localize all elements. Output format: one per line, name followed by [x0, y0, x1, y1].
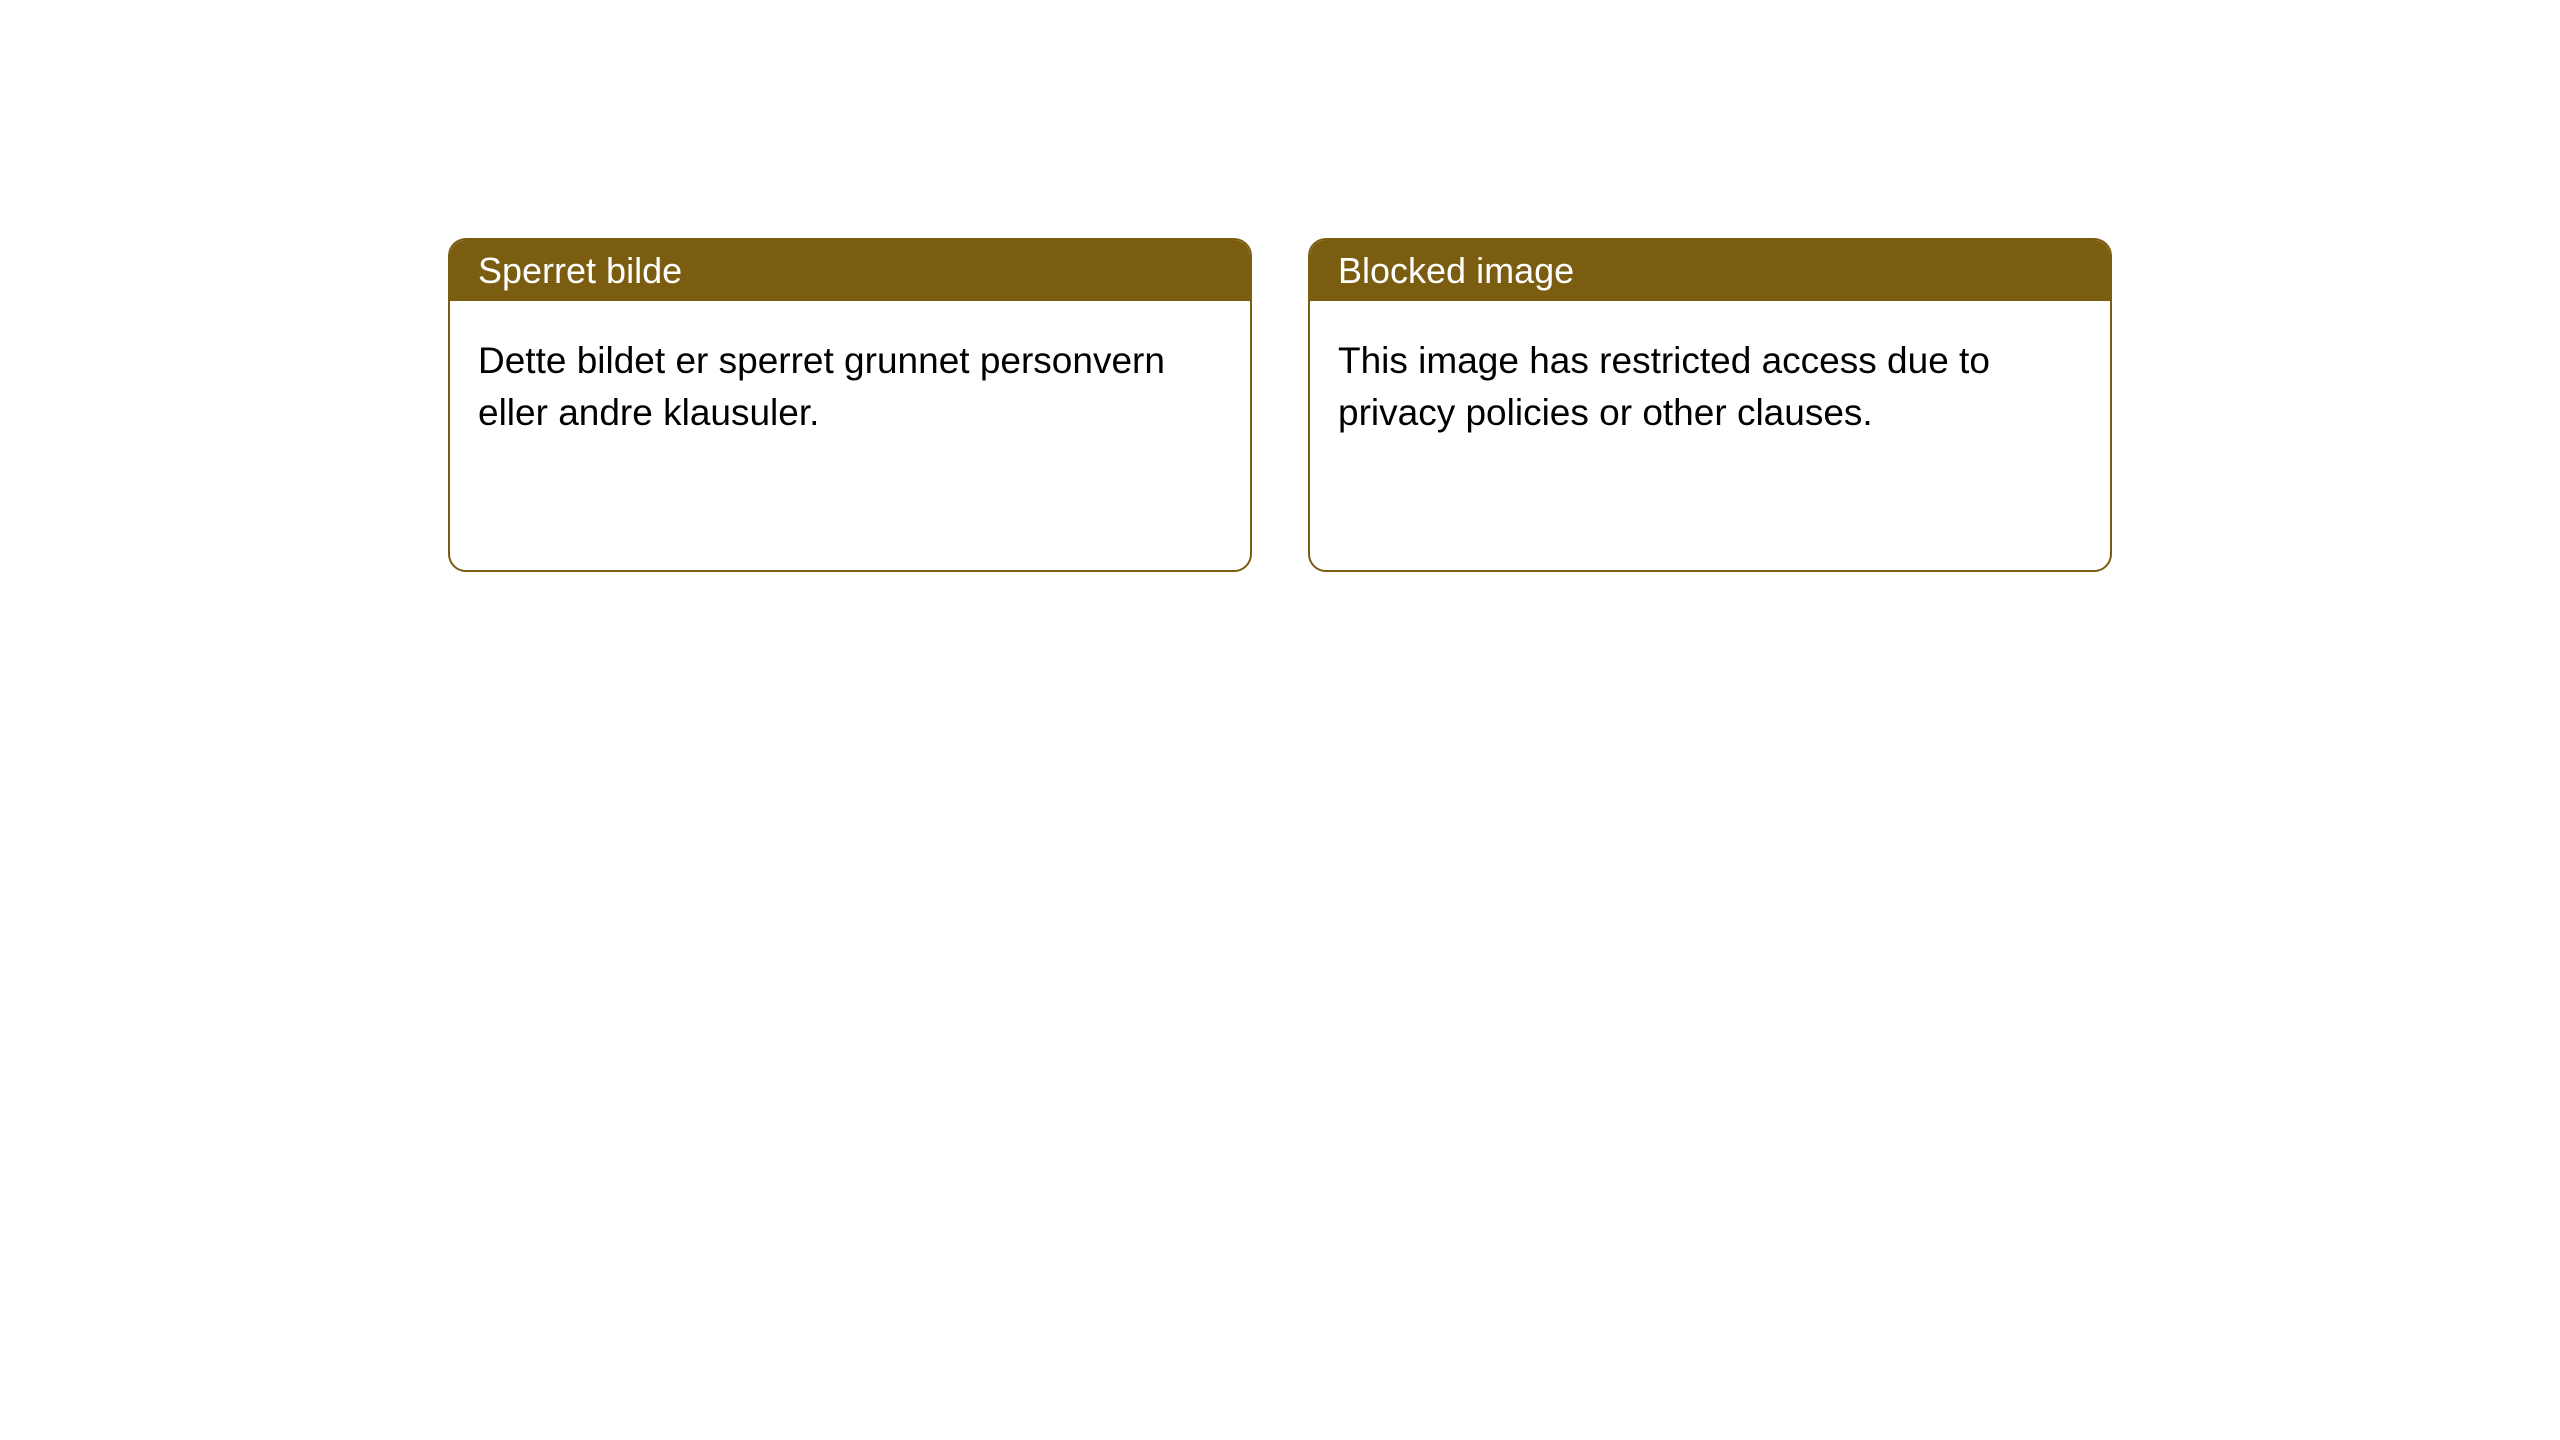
notice-card-norwegian: Sperret bilde Dette bildet er sperret gr…: [448, 238, 1252, 572]
notice-title: Blocked image: [1338, 250, 1574, 292]
notice-title: Sperret bilde: [478, 250, 682, 292]
notice-container: Sperret bilde Dette bildet er sperret gr…: [0, 0, 2560, 572]
notice-header: Blocked image: [1310, 240, 2110, 301]
notice-body: Dette bildet er sperret grunnet personve…: [450, 301, 1250, 473]
notice-body-text: This image has restricted access due to …: [1338, 340, 1990, 433]
notice-header: Sperret bilde: [450, 240, 1250, 301]
notice-body: This image has restricted access due to …: [1310, 301, 2110, 473]
notice-body-text: Dette bildet er sperret grunnet personve…: [478, 340, 1165, 433]
notice-card-english: Blocked image This image has restricted …: [1308, 238, 2112, 572]
